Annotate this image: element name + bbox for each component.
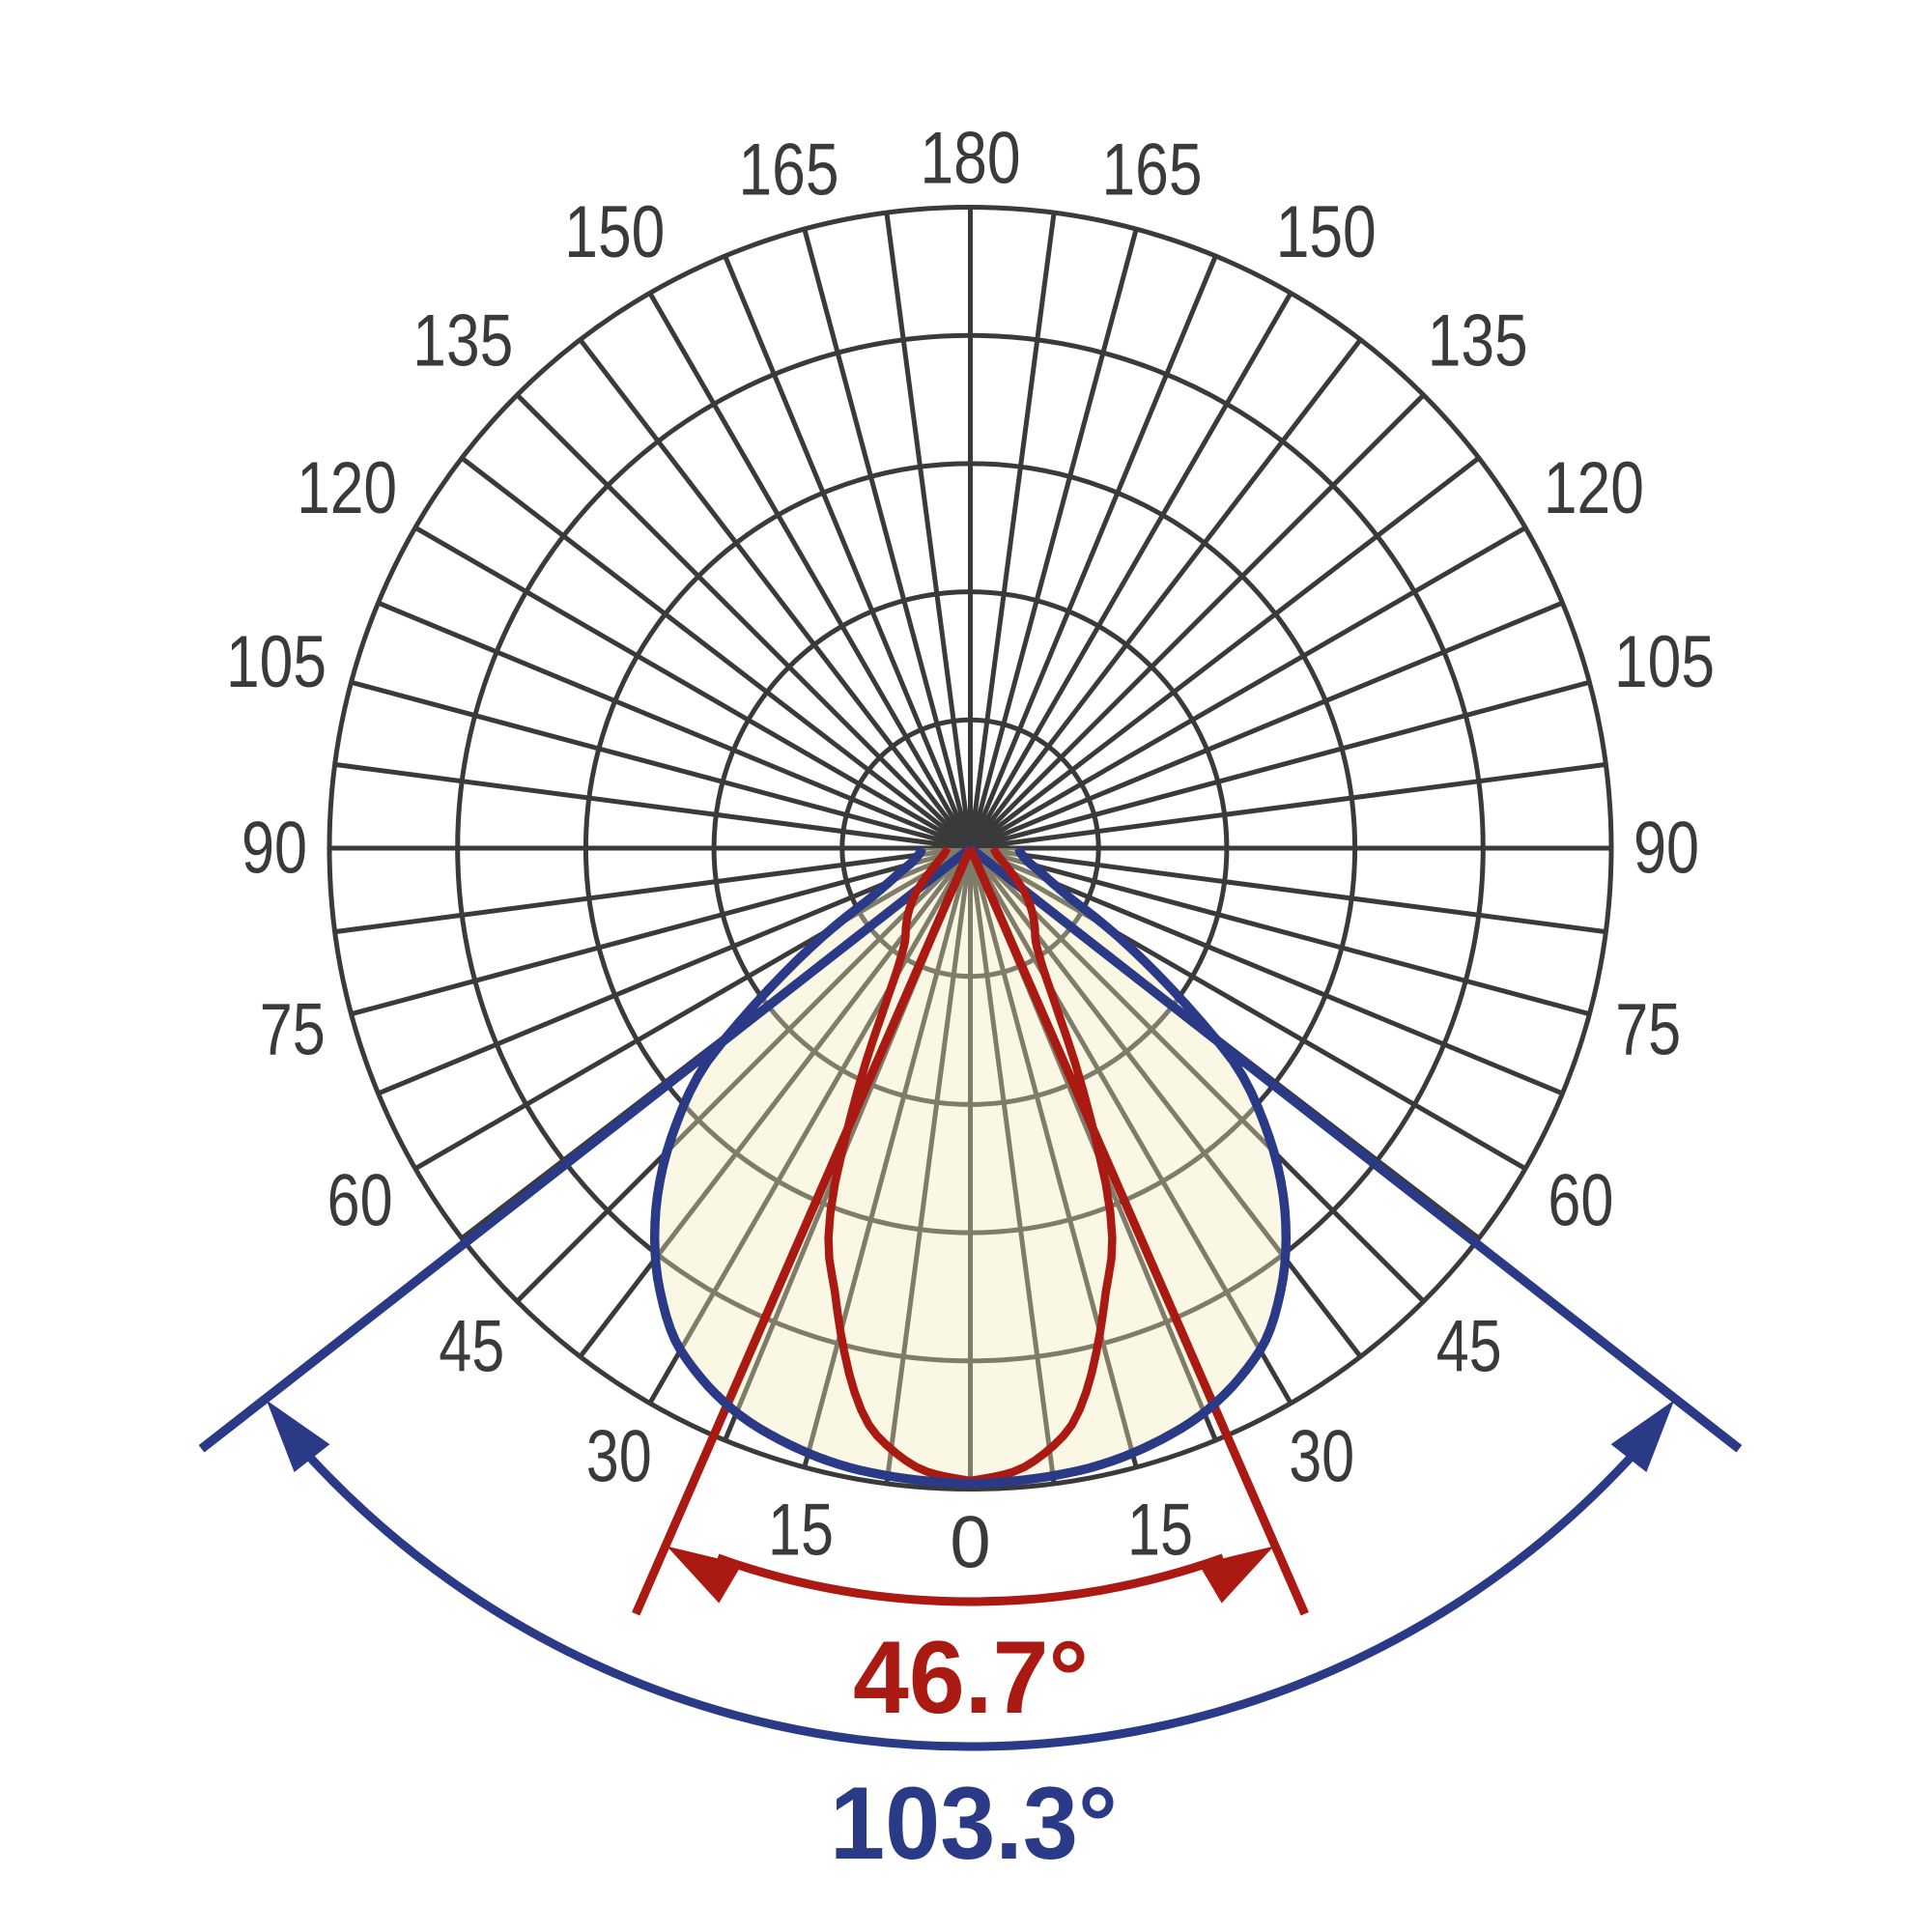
svg-text:46.7°: 46.7° — [853, 1619, 1089, 1735]
svg-text:15: 15 — [1127, 1490, 1193, 1572]
svg-text:180: 180 — [921, 118, 1021, 200]
svg-text:165: 165 — [739, 129, 839, 212]
svg-text:120: 120 — [297, 447, 397, 529]
svg-text:45: 45 — [439, 1306, 504, 1388]
svg-text:60: 60 — [327, 1159, 393, 1241]
svg-text:105: 105 — [226, 621, 327, 703]
svg-text:45: 45 — [1436, 1306, 1502, 1388]
svg-text:90: 90 — [242, 808, 307, 890]
svg-text:150: 150 — [564, 191, 665, 273]
svg-text:60: 60 — [1548, 1159, 1613, 1241]
svg-text:120: 120 — [1544, 447, 1644, 529]
svg-text:15: 15 — [768, 1490, 834, 1572]
svg-text:30: 30 — [586, 1415, 652, 1497]
svg-text:90: 90 — [1634, 808, 1699, 890]
svg-text:30: 30 — [1289, 1415, 1354, 1497]
svg-text:75: 75 — [1615, 989, 1681, 1071]
svg-text:165: 165 — [1102, 129, 1203, 212]
svg-text:0: 0 — [950, 1502, 990, 1584]
svg-text:150: 150 — [1276, 191, 1377, 273]
svg-text:105: 105 — [1614, 621, 1715, 703]
svg-text:135: 135 — [1428, 299, 1528, 382]
svg-text:135: 135 — [412, 299, 513, 382]
svg-text:103.3°: 103.3° — [830, 1765, 1118, 1881]
svg-text:75: 75 — [260, 989, 326, 1071]
